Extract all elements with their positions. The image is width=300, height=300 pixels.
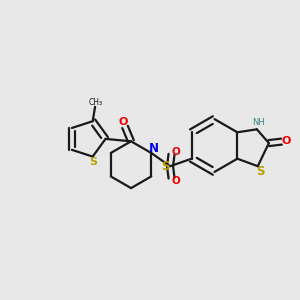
Text: O: O [119, 117, 128, 128]
Text: S: S [161, 160, 170, 173]
Text: O: O [172, 176, 181, 186]
Text: NH: NH [252, 118, 265, 127]
Text: O: O [172, 147, 181, 157]
Text: S: S [256, 165, 265, 178]
Text: O: O [282, 136, 291, 146]
Text: S: S [89, 157, 97, 167]
Text: CH₃: CH₃ [89, 98, 103, 107]
Text: N: N [149, 142, 159, 155]
